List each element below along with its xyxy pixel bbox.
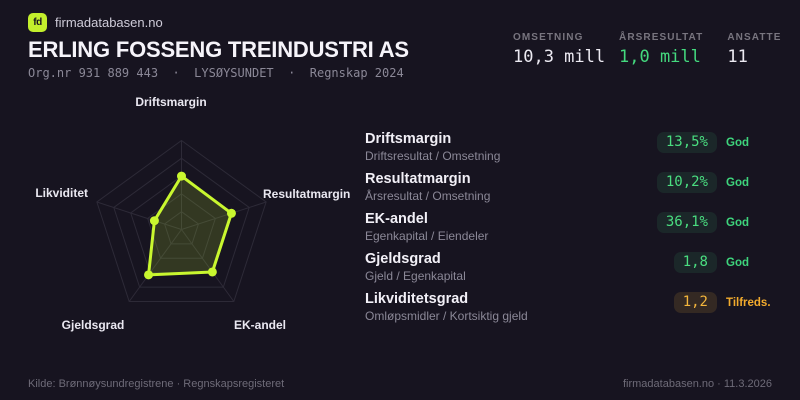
stat-label: ÅRSRESULTAT bbox=[619, 32, 704, 43]
metric-status-badge: God bbox=[726, 256, 749, 269]
metric-formula: Driftsresultat / Omsetning bbox=[365, 149, 501, 163]
stat-value: 10,3 mill bbox=[513, 47, 606, 67]
metric-value-group: 10,2% God bbox=[656, 172, 772, 193]
radar-spoke bbox=[96, 201, 182, 230]
key-stats: OMSETNING 10,3 mill ÅRSRESULTAT 1,0 mill… bbox=[513, 32, 800, 67]
metric-status-badge: God bbox=[726, 216, 749, 229]
metric-formula: Gjeld / Egenkapital bbox=[365, 269, 466, 283]
metric-text: Driftsmargin Driftsresultat / Omsetning bbox=[365, 131, 657, 163]
metric-name: Likviditetsgrad bbox=[365, 291, 469, 307]
metric-name: Resultatmargin bbox=[365, 171, 471, 187]
metric-row: EK-andel Egenkapital / Eiendeler 36,1% G… bbox=[365, 211, 772, 251]
metric-value-pill: 10,2% bbox=[656, 172, 717, 193]
metrics-list: Driftsmargin Driftsresultat / Omsetning … bbox=[365, 131, 772, 331]
stat-item: ANSATTE 11 bbox=[727, 32, 781, 67]
metric-row: Likviditetsgrad Omløpsmidler / Kortsikti… bbox=[365, 291, 772, 331]
radar-axis-label-likviditet: Likviditet bbox=[35, 186, 88, 200]
metric-value-pill: 1,2 bbox=[673, 292, 717, 313]
metric-status-badge: God bbox=[726, 136, 749, 149]
metric-value-group: 1,8 God bbox=[673, 252, 772, 273]
radar-data-point bbox=[144, 270, 154, 280]
stat-label: ANSATTE bbox=[727, 32, 782, 43]
radar-data-point bbox=[149, 216, 159, 226]
metric-formula: Omløpsmidler / Kortsiktig gjeld bbox=[365, 309, 528, 323]
metric-name: Gjeldsgrad bbox=[365, 251, 441, 267]
radar-spoke bbox=[128, 229, 182, 302]
radar-axis-label-resultatmargin: Resultatmargin bbox=[263, 187, 351, 201]
metric-row: Resultatmargin Årsresultat / Omsetning 1… bbox=[365, 171, 772, 211]
metric-value-pill: 13,5% bbox=[656, 132, 717, 153]
radar-data-point bbox=[226, 208, 236, 218]
metric-text: Likviditetsgrad Omløpsmidler / Kortsikti… bbox=[365, 291, 674, 323]
radar-spoke bbox=[181, 229, 235, 302]
radar-grid-ring bbox=[147, 193, 216, 259]
radar-axis-label-driftsmargin: Driftsmargin bbox=[135, 95, 207, 109]
footer-attribution: firmadatabasen.no · 11.3.2026 bbox=[622, 378, 772, 390]
radar-data-point bbox=[177, 171, 186, 181]
footer-source: Kilde: Brønnøysundregistrene · Regnskaps… bbox=[28, 378, 285, 390]
metric-text: Resultatmargin Årsresultat / Omsetning bbox=[365, 171, 657, 203]
radar-data-polygon bbox=[147, 174, 233, 277]
radar-axis-label-gjeldsgrad: Gjeldsgrad bbox=[61, 318, 125, 332]
stat-value: 1,0 mill bbox=[619, 47, 701, 67]
metric-text: EK-andel Egenkapital / Eiendeler bbox=[365, 211, 657, 243]
metric-status-badge: God bbox=[726, 176, 749, 189]
metric-text: Gjeldsgrad Gjeld / Egenkapital bbox=[365, 251, 674, 283]
brand: fd firmadatabasen.no bbox=[28, 13, 163, 32]
radar-grid-ring bbox=[163, 211, 200, 245]
stat-item: OMSETNING 10,3 mill bbox=[513, 32, 606, 67]
radar-chart bbox=[96, 139, 267, 303]
radar-axis-label-ek-andel: EK-andel bbox=[233, 318, 286, 332]
metric-formula: Egenkapital / Eiendeler bbox=[365, 229, 489, 243]
metric-value-group: 1,2 Tilfreds. bbox=[673, 292, 772, 313]
company-name-title: ERLING FOSSENG TREINDUSTRI AS bbox=[28, 37, 409, 62]
stat-label: OMSETNING bbox=[513, 32, 584, 43]
stat-item: ÅRSRESULTAT 1,0 mill bbox=[619, 32, 703, 67]
radar-data-point bbox=[207, 267, 217, 277]
metric-value-pill: 36,1% bbox=[656, 212, 717, 233]
metric-name: Driftsmargin bbox=[365, 131, 452, 147]
metric-status-badge: Tilfreds. bbox=[726, 296, 771, 309]
metric-value-group: 13,5% God bbox=[656, 132, 772, 153]
metric-value-pill: 1,8 bbox=[673, 252, 717, 273]
metric-formula: Årsresultat / Omsetning bbox=[365, 189, 491, 203]
company-meta: Org.nr 931 889 443 · LYSØYSUNDET · Regns… bbox=[28, 66, 404, 80]
metric-value-group: 36,1% God bbox=[656, 212, 772, 233]
footer: Kilde: Brønnøysundregistrene · Regnskaps… bbox=[0, 368, 800, 400]
brand-name: firmadatabasen.no bbox=[55, 15, 163, 30]
metric-row: Gjeldsgrad Gjeld / Egenkapital 1,8 God bbox=[365, 251, 772, 291]
radar-grid-ring bbox=[113, 157, 250, 288]
stat-value: 11 bbox=[727, 47, 748, 67]
metric-row: Driftsmargin Driftsresultat / Omsetning … bbox=[365, 131, 772, 171]
metric-name: EK-andel bbox=[365, 211, 428, 227]
radar-chart-area: Driftsmargin Resultatmargin EK-andel Gje… bbox=[0, 0, 365, 400]
radar-spoke bbox=[181, 201, 267, 230]
firmadatabasen-logo-icon: fd bbox=[28, 13, 47, 32]
radar-grid-ring bbox=[96, 139, 267, 303]
